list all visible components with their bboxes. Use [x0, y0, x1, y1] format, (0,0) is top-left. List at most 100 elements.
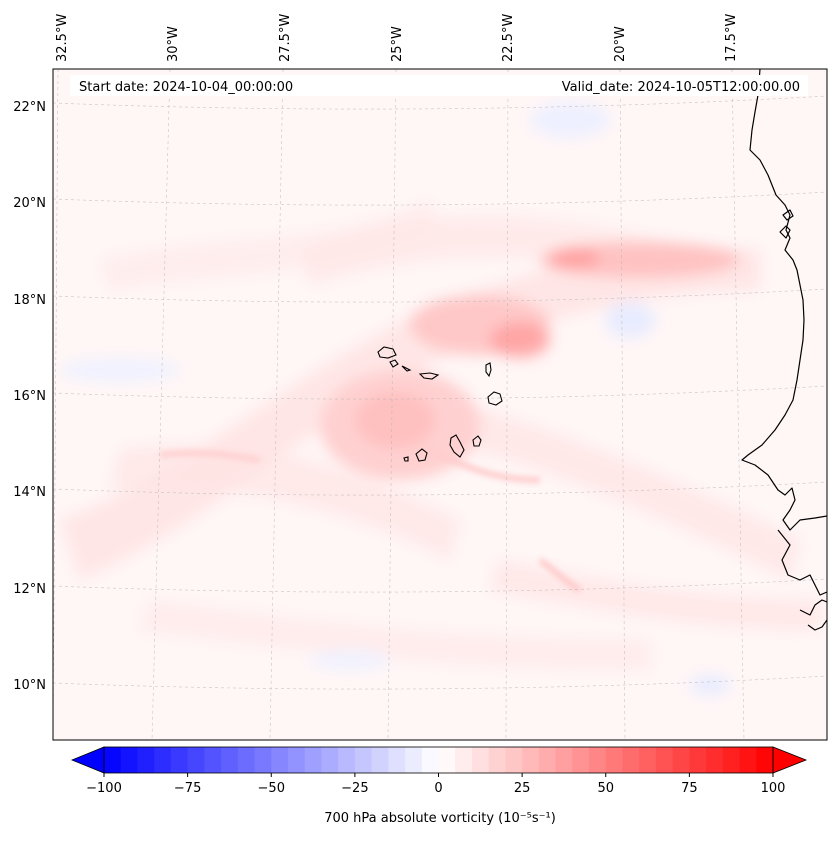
vorticity-band — [140, 600, 650, 670]
colorbar-cell — [388, 747, 406, 773]
colorbar-tick-label: −50 — [258, 781, 285, 796]
island-maio — [472, 435, 482, 447]
colorbar-label: 700 hPa absolute vorticity (10⁻⁵s⁻¹) — [324, 811, 556, 826]
colorbar-cell — [104, 747, 122, 773]
colorbar-cell — [137, 747, 155, 773]
parallel-line — [53, 288, 827, 303]
lat-label: 22°N — [13, 100, 46, 115]
vorticity-negative — [60, 358, 180, 382]
colorbar-extend-max — [772, 746, 808, 774]
colorbar-tick-label: 50 — [597, 781, 614, 796]
vorticity-band — [110, 444, 460, 560]
map-frame — [52, 68, 828, 741]
island-sal — [485, 362, 492, 378]
colorbar-cell — [271, 747, 289, 773]
latitude-labels: 22°N 20°N 18°N 16°N 14°N 12°N 10°N — [13, 100, 46, 693]
meridian-line — [151, 69, 171, 740]
colorbar-cell — [254, 747, 272, 773]
vorticity-streak — [428, 447, 541, 483]
colorbar-cell — [639, 747, 657, 773]
colorbar-cell — [706, 747, 724, 773]
colorbar-cell — [287, 747, 306, 773]
vorticity-band — [490, 560, 820, 630]
meridian-line — [269, 69, 284, 740]
colorbar-cell — [756, 747, 774, 773]
colorbar-cell — [655, 747, 674, 773]
lat-label: 10°N — [13, 678, 46, 693]
colorbar-cell — [154, 747, 172, 773]
graticule — [53, 69, 827, 740]
map-panel — [53, 69, 827, 740]
colorbar-tick-label: −75 — [174, 781, 201, 796]
parallel-line — [53, 191, 827, 206]
colorbar-tick-label: 100 — [761, 781, 786, 796]
island-sao-nicolau-east — [418, 372, 440, 380]
island-santiago — [449, 434, 465, 458]
colorbar-cell — [605, 747, 623, 773]
lon-label: 22.5°W — [501, 14, 516, 62]
island-sao-vicente — [389, 359, 399, 368]
vorticity-core — [355, 392, 435, 448]
colorbar-cell — [522, 747, 540, 773]
colorbar-cell — [338, 747, 356, 773]
vorticity-streak — [538, 557, 582, 593]
meridian-line — [53, 69, 59, 740]
colorbar-tick-label: 25 — [514, 781, 531, 796]
parallel-line — [53, 95, 827, 110]
lon-label: 25°W — [390, 26, 405, 62]
colorbar-cell — [438, 747, 456, 773]
parallel-line — [53, 578, 827, 593]
colorbar-cell — [589, 747, 607, 773]
colorbar-cell — [722, 747, 741, 773]
colorbar-cell — [572, 747, 590, 773]
africa-coastline — [741, 69, 827, 631]
colorbar-extend-min — [70, 746, 105, 774]
colorbar-cell — [321, 747, 339, 773]
parallel-line — [53, 481, 827, 496]
colorbar-cell — [204, 747, 222, 773]
date-label-box — [70, 75, 808, 96]
colorbar: −100 −75 −50 −25 0 25 50 75 100 700 hPa absolute… — [70, 746, 808, 826]
longitude-labels: 32.5°W 30°W 27.5°W 25°W 22.5°W 20°W 17.5… — [55, 14, 739, 62]
lon-label: 17.5°W — [724, 14, 739, 62]
lon-label: 27.5°W — [278, 14, 293, 62]
colorbar-cell — [739, 747, 757, 773]
colorbar-cell — [471, 747, 490, 773]
vorticity-negative — [690, 675, 730, 695]
vorticity-fine-structure — [159, 447, 582, 593]
parallel-line — [53, 675, 827, 690]
colorbar-cell — [354, 747, 373, 773]
lat-label: 18°N — [13, 293, 46, 308]
colorbar-ticks: −100 −75 −50 −25 0 25 50 75 100 — [86, 773, 785, 796]
vorticity-streak — [159, 449, 261, 463]
vorticity-core — [490, 322, 550, 358]
colorbar-cell — [237, 747, 256, 773]
coast-islet — [779, 225, 791, 239]
vorticity-core — [550, 248, 600, 268]
colorbar-cell — [689, 747, 707, 773]
meridian-line — [731, 69, 745, 740]
lat-label: 16°N — [13, 389, 46, 404]
colorbar-cell — [672, 747, 690, 773]
lon-label: 30°W — [166, 26, 181, 62]
start-date-label: Start date: 2024-10-04_00:00:00 — [79, 80, 293, 95]
colorbar-cell — [120, 747, 138, 773]
colorbar-cell — [555, 747, 573, 773]
vorticity-negative — [310, 650, 390, 670]
island-sao-nicolau — [401, 365, 412, 372]
vorticity-band — [100, 200, 440, 290]
vorticity-negative — [530, 102, 610, 138]
colorbar-tick-label: −25 — [341, 781, 368, 796]
colorbar-cell — [304, 747, 322, 773]
coast-islet — [782, 209, 794, 221]
colorbar-tick-label: −100 — [86, 781, 122, 796]
parallel-line — [53, 385, 827, 400]
lon-label: 32.5°W — [55, 14, 70, 62]
colorbar-cell — [221, 747, 239, 773]
meridian-line — [387, 69, 397, 740]
colorbar-tick-label: 75 — [681, 781, 698, 796]
valid-date-label: Valid_date: 2024-10-05T12:00:00.00 — [562, 80, 800, 95]
island-brava — [403, 456, 409, 462]
island-fogo — [415, 448, 428, 462]
